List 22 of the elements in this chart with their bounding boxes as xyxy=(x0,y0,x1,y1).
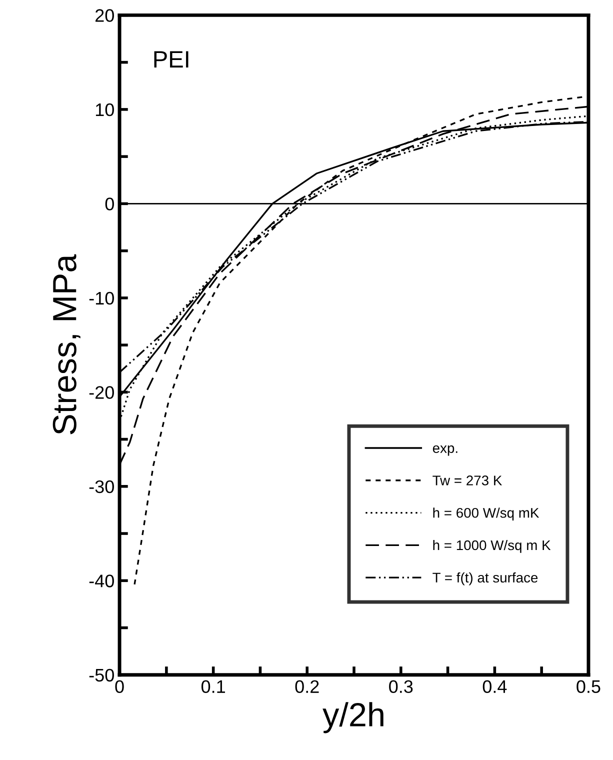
x-tick-label: 0.2 xyxy=(295,680,319,694)
legend-label: T = f(t) at surface xyxy=(432,572,538,586)
legend-label: h = 1000 W/sq m K xyxy=(433,540,551,553)
x-tick-label: 0 xyxy=(115,680,124,694)
y-tick-label: -50 xyxy=(89,668,114,682)
y-tick-label: -30 xyxy=(89,480,114,494)
annotation: PEI xyxy=(154,51,188,68)
y-tick-label: -10 xyxy=(89,292,114,305)
x-tick-label: 0.5 xyxy=(576,680,600,694)
legend-label: exp. xyxy=(432,445,458,456)
x-tick-label: 0.1 xyxy=(201,680,225,694)
legend-label: h = 600 W/sq mK xyxy=(433,508,540,521)
legend-label: Tw = 273 K xyxy=(432,476,502,486)
y-tick-label: 20 xyxy=(96,9,114,22)
y-tick-label: 10 xyxy=(96,103,114,116)
y-tick-label: 0 xyxy=(105,198,114,210)
y-tick-label: -40 xyxy=(89,574,114,588)
x-axis-title: y/2h xyxy=(322,702,384,734)
x-tick-label: 0.4 xyxy=(482,680,507,694)
y-axis-title: Stress, MPa xyxy=(52,254,80,434)
x-tick-label: 0.3 xyxy=(389,680,413,694)
y-tick-label: -20 xyxy=(89,386,114,399)
